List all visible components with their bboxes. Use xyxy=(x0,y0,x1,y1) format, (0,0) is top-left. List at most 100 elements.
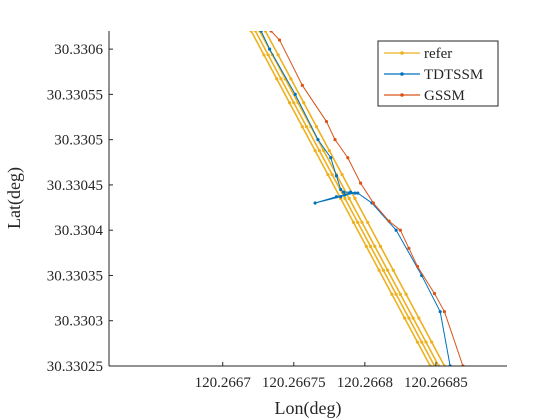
data-point-refer xyxy=(314,125,319,129)
x-tick-label: 120.2668 xyxy=(337,375,393,391)
legend-label-tdtssm: TDTSSM xyxy=(424,67,483,83)
data-point-refer xyxy=(424,340,428,344)
y-tick-label: 30.33055 xyxy=(47,87,103,103)
data-point-refer xyxy=(313,149,317,153)
data-point-refer xyxy=(302,101,306,105)
data-point-refer xyxy=(360,220,364,225)
data-point-refer xyxy=(263,31,267,33)
data-point-refer xyxy=(343,196,347,201)
data-point-gssm xyxy=(333,138,337,142)
data-point-refer xyxy=(279,77,283,81)
data-point-refer xyxy=(322,149,326,153)
data-point-gssm xyxy=(346,156,350,160)
data-point-refer xyxy=(266,53,270,57)
x-tick-label: 120.26685 xyxy=(404,375,468,391)
data-point-refer xyxy=(398,292,402,296)
data-point-gssm xyxy=(277,38,282,42)
data-point-tdtssm xyxy=(353,191,357,195)
data-point-refer xyxy=(386,268,390,272)
data-point-refer xyxy=(364,244,368,248)
data-point-gssm xyxy=(371,201,375,205)
data-point-refer xyxy=(326,172,330,177)
y-tick-label: 30.3304 xyxy=(54,223,103,239)
data-point-gssm xyxy=(407,246,411,250)
data-point-tdtssm xyxy=(268,47,272,51)
data-point-refer xyxy=(404,292,408,296)
legend-marker-gssm xyxy=(400,93,404,97)
data-point-refer xyxy=(317,149,321,153)
data-point-refer xyxy=(390,292,394,296)
data-point-refer xyxy=(430,340,434,344)
data-point-tdtssm xyxy=(438,310,442,314)
data-point-gssm xyxy=(387,219,391,223)
data-point-refer xyxy=(304,125,309,129)
data-point-gssm xyxy=(300,83,304,87)
data-point-refer xyxy=(292,101,296,105)
data-point-refer xyxy=(403,316,407,320)
data-point-tdtssm xyxy=(347,191,351,195)
data-point-refer xyxy=(381,268,385,272)
data-point-refer xyxy=(253,31,258,33)
data-point-refer xyxy=(420,340,424,344)
series-layer xyxy=(249,31,465,366)
data-point-refer xyxy=(327,149,331,153)
data-point-gssm xyxy=(398,228,402,232)
data-point-refer xyxy=(330,172,334,177)
data-point-refer xyxy=(275,77,279,81)
data-point-refer xyxy=(287,101,292,105)
data-point-refer xyxy=(394,292,398,296)
data-point-refer xyxy=(378,244,383,248)
data-point-gssm xyxy=(269,31,273,33)
data-point-tdtssm xyxy=(313,201,317,205)
legend-entries: refer TDTSSM GSSM xyxy=(384,46,483,104)
data-point-tdtssm xyxy=(329,156,333,160)
data-point-refer xyxy=(351,220,356,225)
data-point-refer xyxy=(411,316,415,320)
data-point-tdtssm xyxy=(293,92,297,96)
data-point-tdtssm xyxy=(341,190,346,194)
data-point-refer xyxy=(373,244,377,248)
data-point-refer xyxy=(415,340,420,344)
data-point-gssm xyxy=(415,264,420,269)
data-point-tdtssm xyxy=(334,195,339,199)
data-point-refer xyxy=(407,316,411,320)
legend: refer TDTSSM GSSM xyxy=(377,40,499,107)
y-tick-label: 30.3306 xyxy=(54,42,103,58)
data-point-tdtssm xyxy=(394,228,398,232)
data-point-refer xyxy=(366,220,370,225)
x-tick-label: 120.26675 xyxy=(262,375,326,391)
data-point-refer xyxy=(276,53,280,57)
data-point-refer xyxy=(249,31,253,33)
data-point-gssm xyxy=(442,310,447,314)
x-tick-label: 120.2667 xyxy=(195,375,252,391)
y-tick-label: 30.33045 xyxy=(47,178,103,194)
legend-marker-tdtssm xyxy=(400,72,404,76)
data-point-refer xyxy=(356,220,360,225)
data-point-refer xyxy=(289,77,293,81)
data-point-gssm xyxy=(324,119,329,124)
data-point-refer xyxy=(300,125,304,129)
y-tick-label: 30.3305 xyxy=(54,133,103,149)
data-point-tdtssm xyxy=(259,31,263,33)
data-point-refer xyxy=(417,316,421,320)
data-point-refer xyxy=(340,172,344,177)
data-point-gssm xyxy=(432,291,437,296)
legend-marker-refer xyxy=(400,51,404,55)
y-tick-label: 30.33035 xyxy=(47,268,103,284)
data-point-tdtssm xyxy=(339,195,343,199)
data-point-refer xyxy=(368,244,373,248)
legend-label-refer: refer xyxy=(424,46,452,62)
y-axis-label: Lat(deg) xyxy=(4,167,25,229)
y-tick-label: 30.3303 xyxy=(54,314,103,330)
data-point-gssm xyxy=(358,181,363,185)
y-tick-label: 30.33025 xyxy=(47,359,103,375)
data-point-tdtssm xyxy=(339,187,343,192)
axes-layer: 120.2667 120.26675 120.2668 120.26685 30.330… xyxy=(47,31,507,391)
x-axis-label: Lon(deg) xyxy=(275,398,342,419)
data-point-refer xyxy=(262,53,266,57)
data-point-tdtssm xyxy=(316,138,320,142)
data-point-refer xyxy=(347,196,351,201)
data-point-refer xyxy=(353,196,357,201)
legend-label-gssm: GSSM xyxy=(424,88,465,104)
